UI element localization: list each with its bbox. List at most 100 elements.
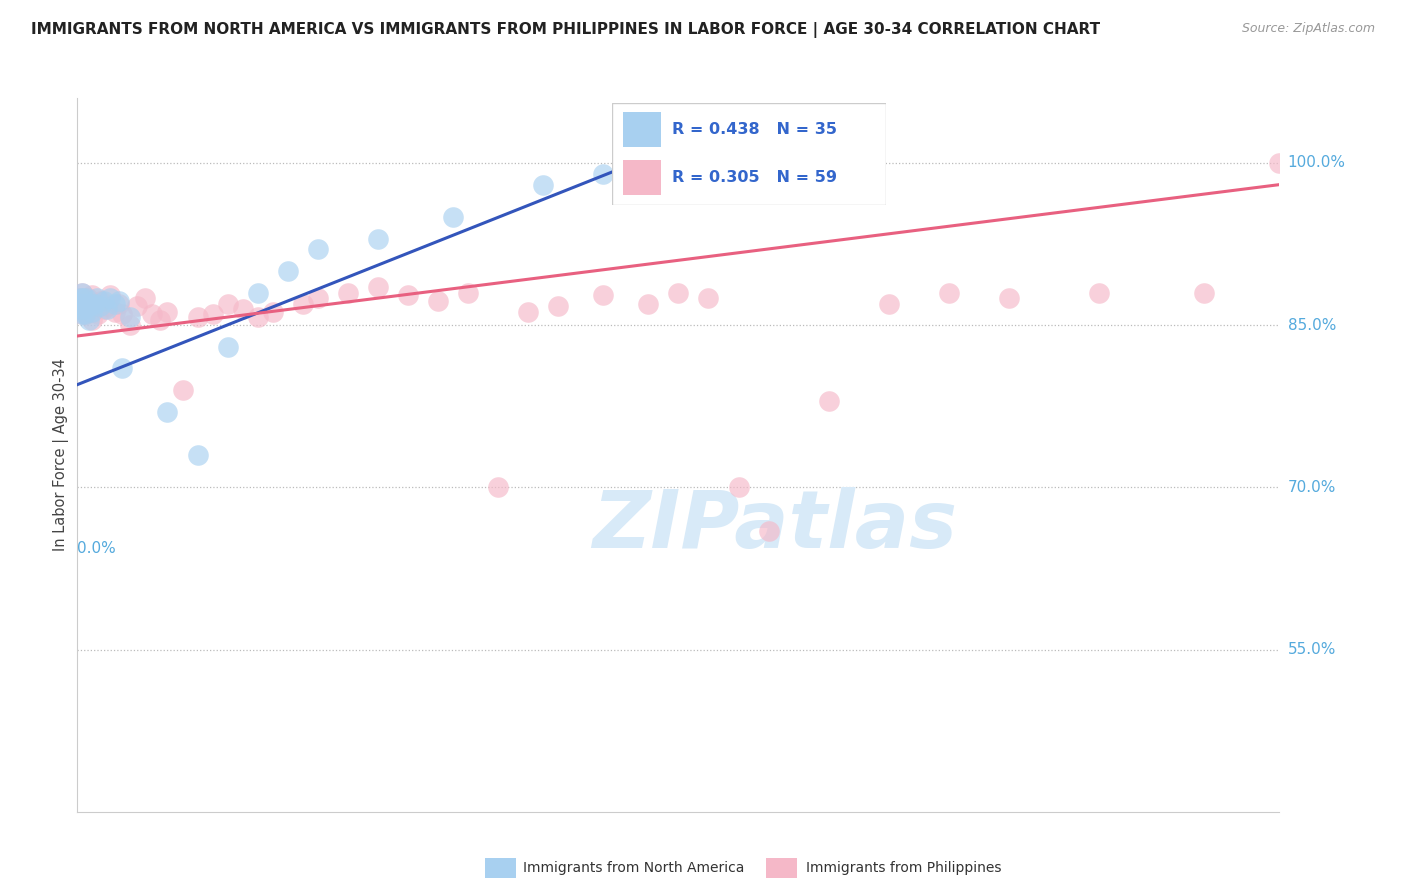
Point — [76, 291, 98, 305]
Point — [547, 299, 569, 313]
Point — [111, 307, 134, 321]
Point — [87, 307, 110, 321]
Point — [517, 305, 540, 319]
Point — [998, 291, 1021, 305]
Point — [1088, 285, 1111, 300]
Point — [367, 280, 389, 294]
Point — [80, 299, 103, 313]
Text: Immigrants from North America: Immigrants from North America — [523, 861, 744, 875]
Point — [232, 301, 254, 316]
Point — [84, 296, 107, 310]
Point — [336, 285, 359, 300]
Point — [1268, 156, 1291, 170]
Point — [84, 301, 107, 316]
Point — [457, 285, 479, 300]
Point — [367, 232, 389, 246]
Point — [73, 307, 96, 321]
Point — [592, 288, 614, 302]
Point — [307, 291, 329, 305]
Point — [75, 291, 97, 305]
Point — [127, 299, 149, 313]
Point — [291, 296, 314, 310]
Point — [67, 291, 90, 305]
Point — [69, 291, 91, 305]
Bar — [623, 160, 661, 194]
Point — [70, 285, 93, 300]
Point — [79, 299, 101, 313]
Text: ZIPatlas: ZIPatlas — [592, 487, 957, 566]
Point — [156, 305, 179, 319]
Point — [817, 393, 839, 408]
Point — [70, 307, 93, 321]
Point — [141, 307, 163, 321]
Point — [277, 264, 299, 278]
Point — [1194, 285, 1216, 300]
Point — [637, 296, 659, 310]
Text: R = 0.305   N = 59: R = 0.305 N = 59 — [672, 170, 837, 185]
Point — [69, 301, 91, 316]
Point — [100, 291, 122, 305]
Point — [486, 480, 509, 494]
Point — [668, 285, 690, 300]
Point — [217, 296, 239, 310]
Point — [307, 243, 329, 257]
Point — [70, 285, 93, 300]
Point — [531, 178, 554, 192]
Point — [727, 480, 749, 494]
Point — [82, 312, 104, 326]
Point — [86, 291, 108, 305]
Point — [67, 296, 90, 310]
Text: Immigrants from Philippines: Immigrants from Philippines — [806, 861, 1001, 875]
Text: 100.0%: 100.0% — [1288, 155, 1346, 170]
Point — [96, 299, 118, 313]
Point — [246, 310, 269, 324]
Point — [441, 210, 464, 224]
Point — [79, 312, 101, 326]
Text: Source: ZipAtlas.com: Source: ZipAtlas.com — [1241, 22, 1375, 36]
Point — [96, 301, 118, 316]
Point — [104, 305, 127, 319]
Text: R = 0.438   N = 35: R = 0.438 N = 35 — [672, 121, 837, 136]
Point — [427, 294, 450, 309]
Point — [172, 383, 194, 397]
Point — [149, 312, 172, 326]
Point — [246, 285, 269, 300]
Point — [758, 524, 780, 538]
Point — [89, 299, 111, 313]
FancyBboxPatch shape — [612, 103, 886, 205]
Point — [592, 167, 614, 181]
Bar — [623, 112, 661, 146]
Point — [82, 288, 104, 302]
Point — [76, 296, 98, 310]
Point — [75, 307, 97, 321]
Point — [82, 305, 104, 319]
Point — [93, 301, 115, 316]
Point — [79, 296, 101, 310]
Point — [217, 340, 239, 354]
Point — [80, 296, 103, 310]
Y-axis label: In Labor Force | Age 30-34: In Labor Force | Age 30-34 — [53, 359, 69, 551]
Point — [118, 310, 141, 324]
Point — [108, 296, 131, 310]
Point — [93, 294, 115, 309]
Point — [396, 288, 419, 302]
Point — [697, 291, 720, 305]
Point — [877, 296, 900, 310]
Point — [100, 288, 122, 302]
Point — [73, 296, 96, 310]
Point — [156, 405, 179, 419]
Point — [104, 296, 127, 310]
Text: 55.0%: 55.0% — [1288, 642, 1336, 657]
Point — [201, 307, 224, 321]
Point — [69, 296, 91, 310]
Point — [134, 291, 156, 305]
Point — [186, 310, 209, 324]
Text: IMMIGRANTS FROM NORTH AMERICA VS IMMIGRANTS FROM PHILIPPINES IN LABOR FORCE | AG: IMMIGRANTS FROM NORTH AMERICA VS IMMIGRA… — [31, 22, 1099, 38]
Point — [262, 305, 284, 319]
Point — [118, 318, 141, 333]
Point — [111, 361, 134, 376]
Point — [108, 294, 131, 309]
Text: 0.0%: 0.0% — [77, 541, 117, 556]
Point — [72, 291, 94, 305]
Point — [72, 291, 94, 305]
